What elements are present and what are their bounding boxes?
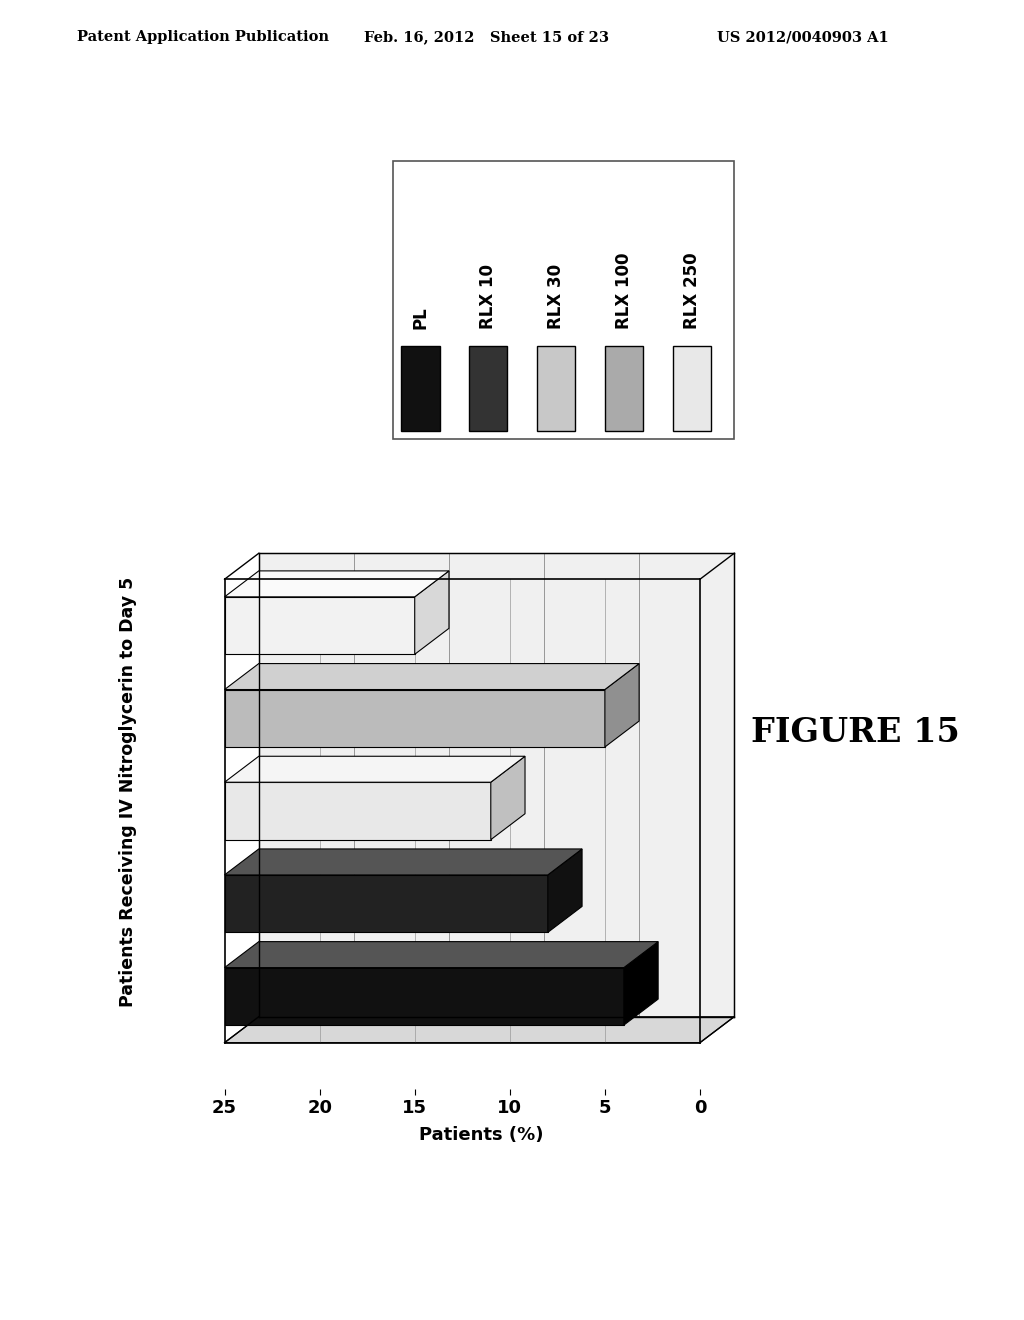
Text: RLX 250: RLX 250 — [683, 252, 701, 329]
Polygon shape — [605, 664, 639, 747]
Bar — [605, 346, 643, 430]
Text: FIGURE 15: FIGURE 15 — [751, 715, 959, 750]
Bar — [224, 968, 624, 1026]
Text: RLX 30: RLX 30 — [547, 264, 565, 329]
Text: US 2012/0040903 A1: US 2012/0040903 A1 — [717, 30, 889, 45]
Polygon shape — [548, 849, 582, 932]
Bar — [469, 346, 508, 430]
Bar — [537, 346, 575, 430]
Polygon shape — [224, 849, 582, 875]
Polygon shape — [415, 570, 449, 655]
Bar — [673, 346, 711, 430]
Bar — [224, 597, 415, 655]
Polygon shape — [259, 553, 734, 1016]
Bar — [401, 346, 439, 430]
Polygon shape — [224, 1016, 734, 1043]
Text: RLX 100: RLX 100 — [615, 252, 633, 329]
Polygon shape — [624, 941, 658, 1026]
Bar — [224, 875, 548, 932]
X-axis label: Patients (%): Patients (%) — [419, 1126, 544, 1143]
Text: Patent Application Publication: Patent Application Publication — [77, 30, 329, 45]
Bar — [224, 689, 605, 747]
Polygon shape — [224, 756, 525, 783]
Bar — [224, 783, 490, 840]
Text: RLX 10: RLX 10 — [479, 264, 498, 329]
Polygon shape — [224, 570, 449, 597]
Polygon shape — [490, 756, 525, 840]
Text: Feb. 16, 2012   Sheet 15 of 23: Feb. 16, 2012 Sheet 15 of 23 — [364, 30, 608, 45]
Text: PL: PL — [412, 306, 429, 329]
Text: Patients Receiving IV Nitroglycerin to Day 5: Patients Receiving IV Nitroglycerin to D… — [119, 577, 137, 1007]
Polygon shape — [224, 664, 639, 689]
Polygon shape — [224, 941, 658, 968]
